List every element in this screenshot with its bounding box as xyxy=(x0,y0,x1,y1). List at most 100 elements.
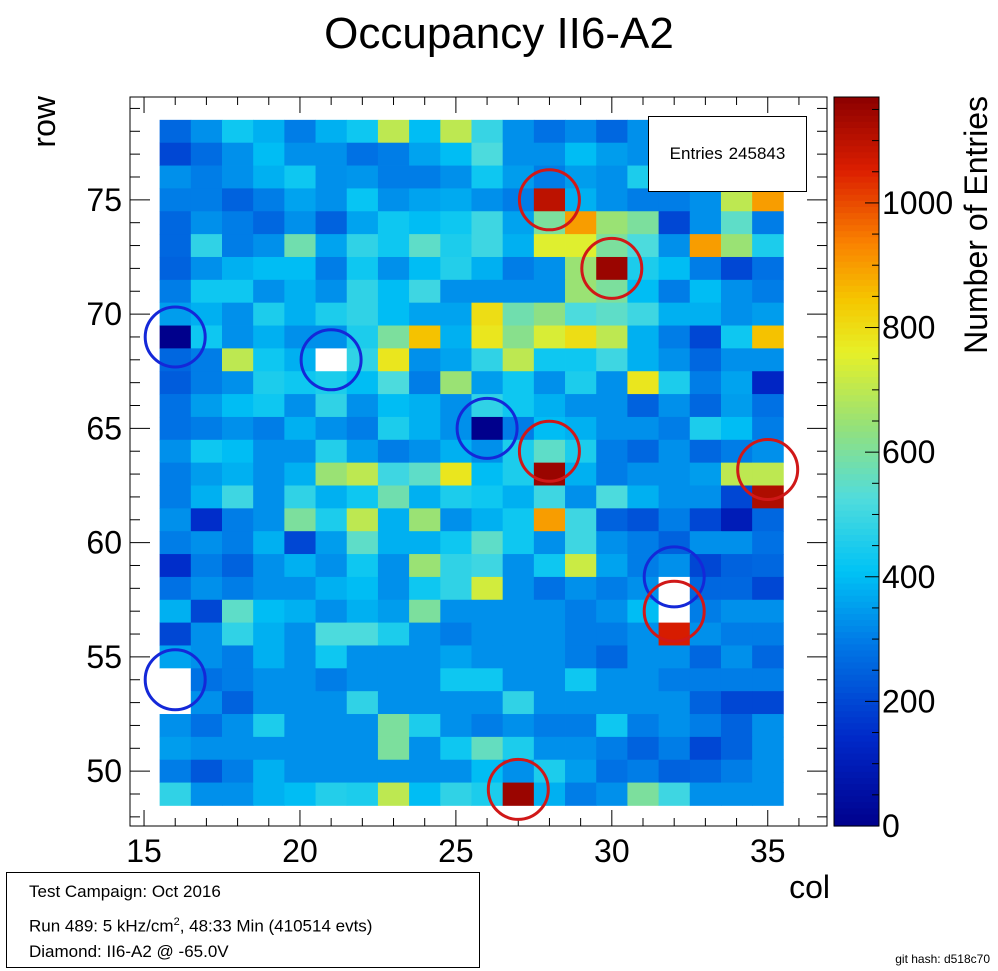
cell-c23-r77 xyxy=(377,142,410,166)
cell-c23-r69 xyxy=(377,325,410,349)
cell-c24-r57 xyxy=(409,599,441,624)
cell-c16-r74 xyxy=(159,211,192,235)
cell-c31-r65 xyxy=(627,416,659,441)
cell-c28-r66 xyxy=(533,394,566,418)
palette-band-58 xyxy=(834,467,879,475)
palette-band-81 xyxy=(834,327,879,335)
cell-c22-r58 xyxy=(346,576,379,601)
cell-c32-r51 xyxy=(658,736,691,761)
cell-c21-r51 xyxy=(315,736,348,761)
cell-c35-r69 xyxy=(752,325,784,349)
cell-c22-r70 xyxy=(346,302,379,326)
cell-c20-r74 xyxy=(284,211,316,235)
cell-c30-r59 xyxy=(596,554,628,578)
marker-circle-red-8 xyxy=(736,438,800,501)
palette-band-112 xyxy=(834,139,879,147)
cell-c18-r71 xyxy=(222,279,254,304)
cell-c35-r55 xyxy=(752,645,784,669)
cell-c28-r51 xyxy=(533,736,566,761)
cell-c34-r61 xyxy=(720,508,753,532)
cell-c26-r50 xyxy=(471,759,504,783)
cell-c30-r62 xyxy=(596,485,628,509)
cell-c16-r49 xyxy=(159,782,192,806)
cell-c27-r52 xyxy=(502,714,535,738)
cell-c31-r50 xyxy=(627,759,659,783)
palette-band-1 xyxy=(834,813,879,821)
y-axis-label: row xyxy=(26,95,62,147)
cell-c23-r61 xyxy=(377,508,410,532)
cell-c34-r64 xyxy=(720,439,753,464)
palette-band-10 xyxy=(834,759,879,766)
palette-band-100 xyxy=(834,212,879,220)
cell-c33-r51 xyxy=(689,736,722,761)
cell-c26-r65 xyxy=(471,416,504,441)
cell-c25-r75 xyxy=(440,188,472,212)
cell-c24-r64 xyxy=(409,439,441,464)
cell-c22-r56 xyxy=(346,622,379,646)
cell-c22-r75 xyxy=(346,188,379,212)
cell-c29-r53 xyxy=(565,691,597,715)
cell-c33-r74 xyxy=(689,211,722,235)
palette-band-18 xyxy=(834,710,879,718)
palette-band-84 xyxy=(834,309,879,317)
cell-c30-r72 xyxy=(596,256,628,281)
cell-c22-r50 xyxy=(346,759,379,783)
cell-c33-r63 xyxy=(689,462,722,486)
cell-c30-r78 xyxy=(596,119,628,144)
cell-c24-r77 xyxy=(409,142,441,166)
palette-band-55 xyxy=(834,485,879,493)
cell-c25-r58 xyxy=(440,576,472,601)
cell-c20-r65 xyxy=(284,416,316,441)
cell-c23-r72 xyxy=(377,256,410,281)
cell-c25-r55 xyxy=(440,645,472,669)
palette-band-53 xyxy=(834,497,879,505)
cell-c32-r72 xyxy=(658,256,691,281)
heatmap-cells xyxy=(159,119,784,806)
cell-c32-r65 xyxy=(658,416,691,441)
cell-c18-r70 xyxy=(222,302,254,326)
palette-band-89 xyxy=(834,279,879,286)
cell-c20-r49 xyxy=(284,782,316,806)
cell-c16-r66 xyxy=(159,394,192,418)
cell-c23-r75 xyxy=(377,188,410,212)
cell-c16-r56 xyxy=(159,622,192,646)
cell-c19-r77 xyxy=(253,142,285,166)
palette-band-15 xyxy=(834,728,879,736)
palette-band-26 xyxy=(834,661,879,669)
cell-c20-r69 xyxy=(284,325,316,349)
cell-c18-r54 xyxy=(222,668,254,692)
cell-c17-r65 xyxy=(190,416,223,441)
cell-c30-r51 xyxy=(596,736,628,761)
cell-c22-r74 xyxy=(346,211,379,235)
palette-band-83 xyxy=(834,315,879,323)
cell-c35-r70 xyxy=(752,302,784,326)
palette-band-12 xyxy=(834,747,879,754)
cell-c24-r73 xyxy=(409,234,441,258)
cell-c25-r57 xyxy=(440,599,472,624)
cell-c34-r55 xyxy=(720,645,753,669)
cell-c25-r53 xyxy=(440,691,472,715)
x-tick-label-30: 30 xyxy=(594,833,630,869)
palette-band-98 xyxy=(834,224,879,232)
cell-c33-r66 xyxy=(689,394,722,418)
palette-band-78 xyxy=(834,346,879,353)
cell-c35-r58 xyxy=(752,576,784,601)
cell-c31-r74 xyxy=(627,211,659,235)
cell-c25-r73 xyxy=(440,234,472,258)
cell-c19-r69 xyxy=(253,325,285,349)
cell-c19-r59 xyxy=(253,554,285,578)
palette-band-111 xyxy=(834,145,879,153)
cell-c33-r52 xyxy=(689,714,722,738)
cell-c30-r52 xyxy=(596,714,628,738)
cell-c34-r49 xyxy=(720,782,753,806)
cell-c20-r56 xyxy=(284,622,316,646)
cell-c27-r50 xyxy=(502,759,535,783)
palette-band-70 xyxy=(834,394,879,402)
cell-c21-r74 xyxy=(315,211,348,235)
palette-band-95 xyxy=(834,242,879,250)
cell-c27-r59 xyxy=(502,554,535,578)
marker-circle-red-6 xyxy=(580,236,644,300)
cell-c35-r50 xyxy=(752,759,784,783)
palette-band-80 xyxy=(834,333,879,341)
marker-circle-red-5 xyxy=(517,168,581,232)
